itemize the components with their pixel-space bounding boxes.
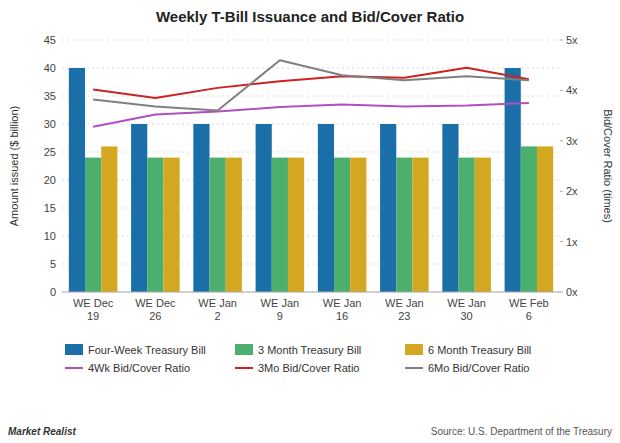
grid-line bbox=[62, 40, 560, 41]
x-tick-label-line: WE Feb bbox=[509, 297, 549, 309]
x-tick-label-line: WE Jan bbox=[323, 297, 362, 309]
y-axis-label: Amount issued ($ billion) bbox=[8, 106, 20, 226]
bar bbox=[226, 158, 242, 292]
x-tick-label-line: 9 bbox=[277, 310, 283, 322]
legend-label: 4Wk Bid/Cover Ratio bbox=[88, 362, 190, 374]
bar bbox=[412, 158, 428, 292]
x-tick-label-line: WE Jan bbox=[385, 297, 424, 309]
x-tick-label: WE Jan2 bbox=[198, 297, 237, 322]
x-tick-label: WE Jan9 bbox=[261, 297, 300, 322]
y2-tick-label: 4x bbox=[566, 84, 578, 96]
y2-tick bbox=[560, 241, 563, 242]
y-tick-label: 10 bbox=[44, 230, 56, 242]
bar bbox=[288, 158, 304, 292]
bar bbox=[459, 158, 475, 292]
y-tick-label: 0 bbox=[50, 286, 56, 298]
x-tick-label-line: 2 bbox=[215, 310, 221, 322]
x-tick-label-line: WE Jan bbox=[261, 297, 300, 309]
legend-swatch bbox=[405, 367, 423, 369]
legend-swatch bbox=[405, 344, 423, 355]
bar bbox=[272, 158, 288, 292]
bar bbox=[380, 124, 396, 292]
annotation: Source: U.S. Department of the Treasury bbox=[431, 426, 612, 437]
bar bbox=[537, 146, 553, 292]
legend-swatch bbox=[65, 344, 83, 355]
x-tick-label-line: WE Dec bbox=[73, 297, 114, 309]
y2-tick bbox=[560, 191, 563, 192]
bar bbox=[334, 158, 350, 292]
plot-area bbox=[69, 60, 553, 292]
y2-tick bbox=[560, 40, 563, 41]
legend-label: 6Mo Bid/Cover Ratio bbox=[428, 362, 530, 374]
y2-tick-label: 1x bbox=[566, 236, 578, 248]
y2-tick bbox=[560, 140, 563, 141]
bar bbox=[101, 146, 117, 292]
x-tick-label: WE Feb6 bbox=[509, 297, 549, 322]
bar bbox=[210, 158, 226, 292]
bar bbox=[521, 146, 537, 292]
bar bbox=[69, 68, 85, 292]
x-tick-label-line: 30 bbox=[461, 310, 473, 322]
chart: Weekly T-Bill Issuance and Bid/Cover Rat… bbox=[0, 0, 620, 443]
y-tick-label: 25 bbox=[44, 146, 56, 158]
legend: Four-Week Treasury Bill 3 Month Treasury … bbox=[65, 344, 531, 374]
bar bbox=[350, 158, 366, 292]
x-tick-label: WE Dec26 bbox=[135, 297, 176, 322]
y2-tick-label: 2x bbox=[566, 185, 578, 197]
line bbox=[93, 68, 529, 98]
x-tick-label: WE Jan16 bbox=[323, 297, 362, 322]
x-tick-label-line: WE Jan bbox=[198, 297, 237, 309]
x-tick-label-line: WE Dec bbox=[135, 297, 176, 309]
title: Weekly T-Bill Issuance and Bid/Cover Rat… bbox=[156, 8, 464, 25]
y-tick-label: 5 bbox=[50, 258, 56, 270]
bar bbox=[193, 124, 209, 292]
line bbox=[93, 60, 529, 110]
legend-label: 3 Month Treasury Bill bbox=[258, 344, 361, 356]
bar bbox=[318, 124, 334, 292]
x-tick-label-line: WE Jan bbox=[447, 297, 486, 309]
y-tick-label: 35 bbox=[44, 90, 56, 102]
y2-tick bbox=[560, 292, 563, 293]
bar bbox=[147, 158, 163, 292]
legend-label: Four-Week Treasury Bill bbox=[88, 344, 206, 356]
y2-tick-label: 0x bbox=[566, 286, 578, 298]
y-tick-label: 30 bbox=[44, 118, 56, 130]
x-tick-label: WE Jan30 bbox=[447, 297, 486, 322]
x-tick-label-line: 26 bbox=[149, 310, 161, 322]
bar bbox=[442, 124, 458, 292]
bar bbox=[475, 158, 491, 292]
x-tick-label-line: 23 bbox=[398, 310, 410, 322]
x-tick-label-line: 6 bbox=[526, 310, 532, 322]
bar bbox=[505, 68, 521, 292]
x-axis-line bbox=[62, 292, 560, 293]
bar bbox=[256, 124, 272, 292]
x-tick-label: WE Jan23 bbox=[385, 297, 424, 322]
x-tick-label-line: 16 bbox=[336, 310, 348, 322]
bar bbox=[163, 158, 179, 292]
legend-swatch bbox=[235, 367, 253, 369]
bar bbox=[396, 158, 412, 292]
y2-tick bbox=[560, 90, 563, 91]
y2-axis-label: Bid/Cover Ratio (times) bbox=[602, 109, 614, 223]
y-tick-label: 40 bbox=[44, 62, 56, 74]
bar bbox=[131, 124, 147, 292]
y2-tick-label: 5x bbox=[566, 34, 578, 46]
annotation: Market Realist bbox=[8, 426, 76, 437]
legend-swatch bbox=[65, 367, 83, 369]
y2-tick-label: 3x bbox=[566, 135, 578, 147]
y-tick-label: 20 bbox=[44, 174, 56, 186]
y-tick-label: 15 bbox=[44, 202, 56, 214]
bar bbox=[85, 158, 101, 292]
legend-label: 6 Month Treasury Bill bbox=[428, 344, 531, 356]
x-tick-label-line: 19 bbox=[87, 310, 99, 322]
y-tick-label: 45 bbox=[44, 34, 56, 46]
grid-line bbox=[62, 292, 560, 293]
x-tick-label: WE Dec19 bbox=[73, 297, 114, 322]
legend-label: 3Mo Bid/Cover Ratio bbox=[258, 362, 360, 374]
legend-swatch bbox=[235, 344, 253, 355]
